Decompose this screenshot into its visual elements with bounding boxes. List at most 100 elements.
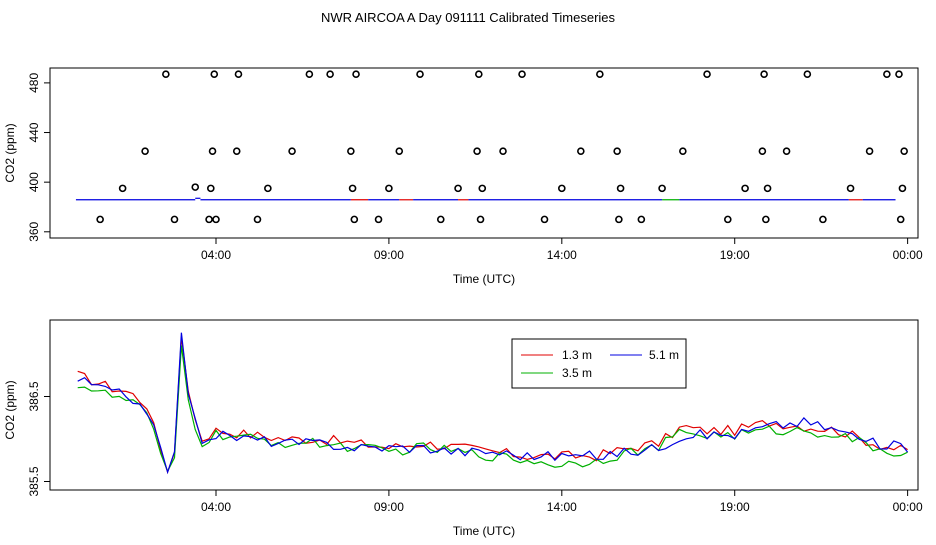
scatter-baseline-traces bbox=[75, 197, 896, 201]
scatter-point bbox=[782, 147, 791, 155]
scatter-point bbox=[395, 147, 404, 155]
legend-label-5-1m: 5.1 m bbox=[649, 348, 679, 362]
legend-box bbox=[511, 338, 687, 389]
scatter-y-tick-label-3: 480 bbox=[27, 73, 41, 93]
scatter-point bbox=[416, 70, 424, 79]
scatter-point bbox=[234, 70, 243, 79]
scatter-x-tick-label-4: 00:00 bbox=[893, 248, 923, 262]
scatter-point bbox=[118, 184, 127, 193]
line-y-tick-label-1: 386.5 bbox=[27, 381, 41, 411]
scatter-point bbox=[883, 70, 891, 79]
scatter-point bbox=[762, 215, 770, 224]
scatter-point bbox=[207, 184, 215, 193]
line-plot-box bbox=[49, 319, 919, 491]
line-x-tick-label-4: 00:00 bbox=[893, 500, 923, 514]
scatter-point bbox=[326, 70, 334, 79]
legend-label-1-3m: 1.3 m bbox=[562, 348, 592, 362]
scatter-point bbox=[724, 215, 732, 224]
scatter-x-tick-label-1: 09:00 bbox=[374, 248, 404, 262]
scatter-point bbox=[803, 70, 812, 79]
scatter-point bbox=[741, 184, 749, 193]
scatter-point bbox=[518, 70, 526, 79]
scatter-point bbox=[596, 70, 604, 79]
scatter-point bbox=[760, 70, 768, 79]
scatter-point bbox=[352, 70, 360, 79]
scatter-point bbox=[96, 215, 104, 224]
scatter-point bbox=[478, 184, 487, 193]
line-series-3-5-m bbox=[77, 345, 908, 473]
scatter-point bbox=[385, 184, 393, 193]
line-x-axis-label: Time (UTC) bbox=[453, 524, 515, 538]
scatter-x-tick-label-3: 19:00 bbox=[720, 248, 750, 262]
scatter-point bbox=[264, 184, 272, 193]
scatter-point bbox=[288, 147, 296, 155]
legend-label-3-5m: 3.5 m bbox=[562, 366, 592, 380]
scatter-x-tick-label-0: 04:00 bbox=[201, 248, 231, 262]
scatter-plot-box bbox=[49, 67, 919, 239]
scatter-point bbox=[473, 147, 481, 155]
scatter-x-axis-label: Time (UTC) bbox=[453, 272, 515, 286]
scatter-point bbox=[475, 70, 483, 79]
line-series-5-1-m bbox=[77, 332, 909, 475]
line-x-tick-label-2: 14:00 bbox=[547, 500, 577, 514]
scatter-point bbox=[454, 184, 462, 193]
chart-title: NWR AIRCOA A Day 091111 Calibrated Times… bbox=[321, 10, 616, 25]
line-y-axis: 385.5 386.5 bbox=[27, 381, 50, 497]
scatter-point bbox=[540, 215, 549, 224]
scatter-y-tick-label-0: 360 bbox=[27, 221, 41, 241]
scatter-panel: 04:00 09:00 14:00 19:00 00:00 360 400 440 480 T… bbox=[3, 67, 923, 286]
legend: 1.3 m 5.1 m 3.5 m bbox=[511, 338, 687, 389]
scatter-point bbox=[758, 147, 767, 155]
scatter-point bbox=[436, 215, 445, 224]
scatter-point bbox=[347, 147, 355, 155]
scatter-point bbox=[658, 184, 666, 193]
scatter-point bbox=[615, 215, 623, 224]
line-x-axis: 04:00 09:00 14:00 19:00 00:00 bbox=[201, 490, 923, 514]
line-y-tick-label-0: 385.5 bbox=[27, 466, 41, 496]
scatter-point bbox=[253, 215, 262, 224]
scatter-point bbox=[616, 184, 625, 193]
scatter-point bbox=[210, 70, 219, 79]
scatter-x-tick-label-2: 14:00 bbox=[547, 248, 577, 262]
scatter-point bbox=[162, 70, 170, 79]
scatter-point bbox=[141, 147, 149, 155]
scatter-point bbox=[763, 184, 772, 193]
line-x-tick-label-0: 04:00 bbox=[201, 500, 231, 514]
scatter-point bbox=[703, 70, 711, 79]
line-panel: 04:00 09:00 14:00 19:00 00:00 385.5 386.5 Tim… bbox=[3, 319, 923, 538]
scatter-point bbox=[895, 70, 903, 79]
scatter-point bbox=[348, 184, 357, 193]
scatter-y-axis: 360 400 440 480 bbox=[27, 73, 50, 242]
scatter-point bbox=[232, 147, 241, 155]
scatter-point bbox=[577, 147, 585, 155]
scatter-point bbox=[212, 215, 220, 224]
scatter-point bbox=[205, 215, 213, 224]
scatter-y-tick-label-1: 400 bbox=[27, 172, 41, 192]
scatter-point bbox=[558, 184, 566, 193]
scatter-point bbox=[865, 147, 874, 155]
scatter-point bbox=[679, 147, 687, 155]
scatter-point bbox=[499, 147, 507, 155]
line-x-tick-label-3: 19:00 bbox=[720, 500, 750, 514]
line-x-tick-label-1: 09:00 bbox=[374, 500, 404, 514]
scatter-point bbox=[613, 147, 621, 155]
scatter-point bbox=[350, 215, 359, 224]
scatter-point bbox=[191, 183, 200, 191]
scatter-point bbox=[898, 184, 907, 193]
scatter-point bbox=[819, 215, 827, 224]
scatter-x-axis: 04:00 09:00 14:00 19:00 00:00 bbox=[201, 238, 923, 262]
scatter-y-tick-label-2: 440 bbox=[27, 122, 41, 142]
scatter-point bbox=[637, 215, 646, 224]
scatter-point bbox=[208, 147, 217, 155]
scatter-points bbox=[96, 70, 908, 224]
scatter-point bbox=[476, 215, 485, 224]
scatter-point bbox=[846, 184, 855, 193]
scatter-y-axis-label: CO2 (ppm) bbox=[3, 123, 17, 182]
scatter-point bbox=[900, 147, 908, 155]
scatter-point bbox=[305, 70, 314, 79]
scatter-point bbox=[374, 215, 383, 224]
scatter-point bbox=[896, 215, 905, 224]
scatter-point bbox=[170, 215, 179, 224]
line-series bbox=[77, 332, 909, 475]
